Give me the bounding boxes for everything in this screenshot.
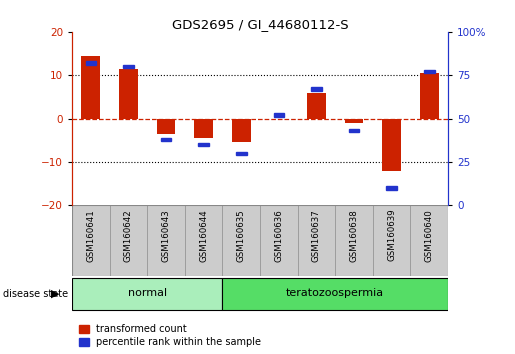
FancyBboxPatch shape (72, 205, 110, 276)
Text: GSM160644: GSM160644 (199, 209, 208, 262)
Text: normal: normal (128, 288, 167, 298)
Bar (349, 129, 359, 132)
Text: GSM160639: GSM160639 (387, 209, 396, 262)
Bar (386, 186, 397, 190)
Bar (311, 87, 322, 91)
Bar (345, 119, 364, 123)
FancyBboxPatch shape (260, 205, 298, 276)
Text: GSM160643: GSM160643 (162, 209, 170, 262)
FancyBboxPatch shape (147, 205, 185, 276)
Bar (307, 93, 326, 119)
FancyBboxPatch shape (335, 205, 373, 276)
Text: GSM160637: GSM160637 (312, 209, 321, 262)
Legend: transformed count, percentile rank within the sample: transformed count, percentile rank withi… (77, 322, 263, 349)
FancyBboxPatch shape (373, 205, 410, 276)
Text: GSM160636: GSM160636 (274, 209, 283, 262)
Bar (119, 69, 138, 119)
Bar (72, 278, 222, 310)
Bar (81, 56, 100, 119)
Title: GDS2695 / GI_44680112-S: GDS2695 / GI_44680112-S (172, 18, 348, 31)
Bar (123, 65, 134, 68)
Text: disease state: disease state (3, 289, 67, 299)
Bar (222, 278, 448, 310)
FancyBboxPatch shape (298, 205, 335, 276)
Bar (198, 143, 209, 146)
Text: GSM160635: GSM160635 (237, 209, 246, 262)
Text: GSM160638: GSM160638 (350, 209, 358, 262)
FancyBboxPatch shape (410, 205, 448, 276)
Bar (157, 119, 176, 134)
Text: GSM160642: GSM160642 (124, 209, 133, 262)
Text: GSM160640: GSM160640 (425, 209, 434, 262)
Text: ▶: ▶ (50, 289, 59, 299)
Bar (382, 119, 401, 171)
Bar (236, 152, 247, 155)
FancyBboxPatch shape (185, 205, 222, 276)
Text: GSM160641: GSM160641 (87, 209, 95, 262)
FancyBboxPatch shape (110, 205, 147, 276)
Bar (273, 113, 284, 117)
Bar (424, 70, 435, 74)
Bar (420, 73, 439, 119)
Text: teratozoospermia: teratozoospermia (286, 288, 384, 298)
Bar (85, 61, 96, 65)
FancyBboxPatch shape (222, 205, 260, 276)
Bar (194, 119, 213, 138)
Bar (161, 138, 171, 141)
Bar (232, 119, 251, 142)
